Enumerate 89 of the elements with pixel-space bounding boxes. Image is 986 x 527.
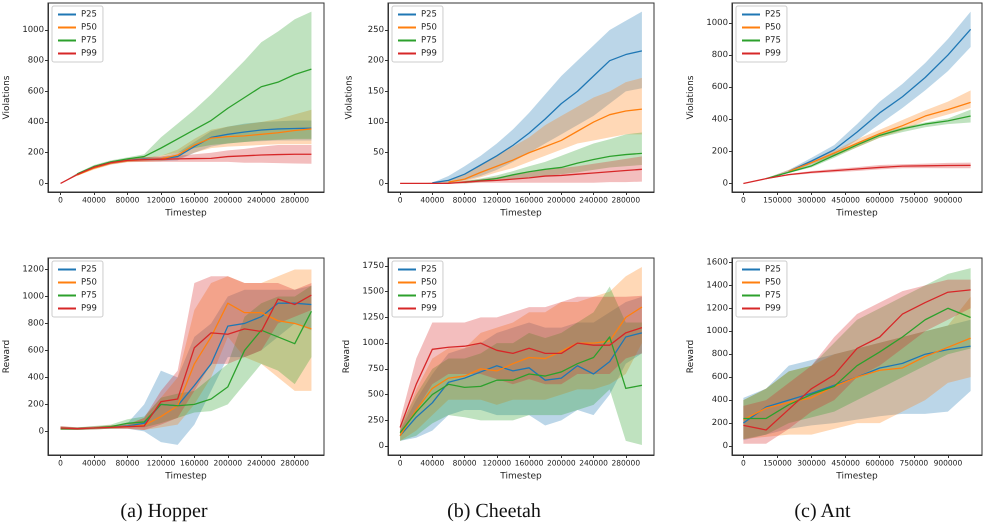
legend-label: P99 (81, 304, 97, 314)
legend-label: P75 (765, 36, 781, 46)
y-tick-label: 0 (378, 441, 384, 452)
y-tick-label: 1000 (22, 25, 44, 35)
text: (a) Hopper (120, 500, 208, 522)
y-tick-label: 250 (368, 415, 384, 426)
y-tick-label: 400 (28, 372, 44, 382)
x-axis-title: Timestep (835, 471, 878, 482)
line-series (399, 168, 643, 184)
y-tick-label: 1200 (22, 264, 44, 274)
x-axis-title: Timestep (164, 471, 208, 482)
y-tick-label: 400 (712, 114, 728, 124)
y-tick-label: 0 (722, 178, 728, 188)
y-tick-label: 600 (712, 82, 728, 92)
legend-label: P50 (421, 278, 437, 288)
line-series (448, 108, 643, 183)
legend-label: P75 (421, 290, 437, 300)
legend-label: P75 (81, 36, 97, 46)
y-tick-label: 150 (368, 86, 384, 96)
x-axis-title: Timestep (499, 471, 542, 482)
y-tick-label: 600 (28, 86, 44, 96)
line-series (76, 128, 312, 176)
y-axis-title: Reward (686, 340, 696, 374)
y-tick-label: 400 (712, 395, 728, 406)
text: (c) Ant (794, 500, 851, 522)
line-series (788, 102, 972, 172)
legend-label: P99 (765, 48, 781, 58)
x-axis-title: Timestep (835, 208, 878, 218)
y-tick-label: 1750 (362, 260, 384, 271)
y-tick-label: 250 (368, 25, 384, 35)
legend-label: P50 (81, 22, 97, 32)
line-series (60, 154, 312, 184)
y-tick-label: 400 (28, 117, 44, 128)
y-tick-label: 1500 (362, 286, 384, 297)
legend-label: P50 (765, 278, 781, 288)
y-tick-label: 50 (373, 148, 384, 158)
y-tick-label: 800 (28, 56, 44, 66)
y-axis-title: Violations (344, 75, 354, 120)
legend-label: P25 (765, 10, 781, 20)
y-axis-title: Violations (686, 75, 696, 120)
legend-label: P99 (421, 304, 437, 314)
y-tick-label: 1000 (22, 291, 44, 302)
legend-label: P25 (421, 264, 437, 274)
y-axis-title: Violations (2, 75, 12, 120)
y-tick-label: 800 (712, 50, 728, 60)
line-series (76, 68, 312, 175)
legend-label: P75 (421, 36, 437, 46)
y-tick-label: 600 (28, 345, 44, 356)
x-axis-title: Timestep (499, 208, 542, 218)
y-tick-label: 200 (712, 146, 728, 156)
legend-label: P99 (421, 48, 437, 58)
y-tick-label: 0 (38, 178, 44, 188)
y-tick-label: 100 (368, 117, 384, 128)
y-tick-label: 1000 (706, 326, 728, 336)
y-tick-label: 1250 (362, 312, 384, 322)
y-tick-label: 200 (368, 56, 384, 66)
legend-label: P50 (81, 278, 97, 288)
legend-label: P25 (81, 264, 97, 274)
y-tick-label: 600 (712, 372, 728, 382)
legend-label: P99 (765, 304, 781, 314)
text: (b) Cheetah (447, 500, 541, 522)
y-tick-label: 1600 (706, 257, 728, 268)
y-tick-label: 0 (38, 426, 44, 436)
legend-label: P25 (81, 10, 97, 20)
y-tick-label: 0 (722, 441, 728, 452)
legend-label: P75 (765, 290, 781, 300)
legend-label: P50 (765, 22, 781, 32)
legend-label: P25 (765, 264, 781, 274)
y-tick-label: 800 (712, 349, 728, 360)
line-series (765, 115, 972, 180)
legend-label: P50 (421, 22, 437, 32)
y-tick-label: 200 (712, 418, 728, 428)
y-tick-label: 200 (28, 148, 44, 158)
y-tick-label: 1000 (706, 18, 728, 28)
y-tick-label: 750 (368, 364, 384, 374)
x-axis-title: Timestep (164, 208, 208, 218)
y-tick-label: 800 (28, 318, 44, 328)
legend-label: P99 (81, 48, 97, 58)
y-tick-label: 0 (378, 178, 384, 188)
line-series (788, 28, 972, 172)
y-tick-label: 1400 (706, 280, 728, 290)
y-axis-title: Reward (342, 340, 352, 374)
y-tick-label: 1000 (362, 338, 384, 348)
y-tick-label: 1200 (706, 303, 728, 314)
legend-label: P25 (421, 10, 437, 20)
legend-label: P75 (81, 290, 97, 300)
y-tick-label: 200 (28, 399, 44, 410)
y-axis-title: Reward (2, 340, 12, 374)
y-tick-label: 500 (368, 390, 384, 400)
